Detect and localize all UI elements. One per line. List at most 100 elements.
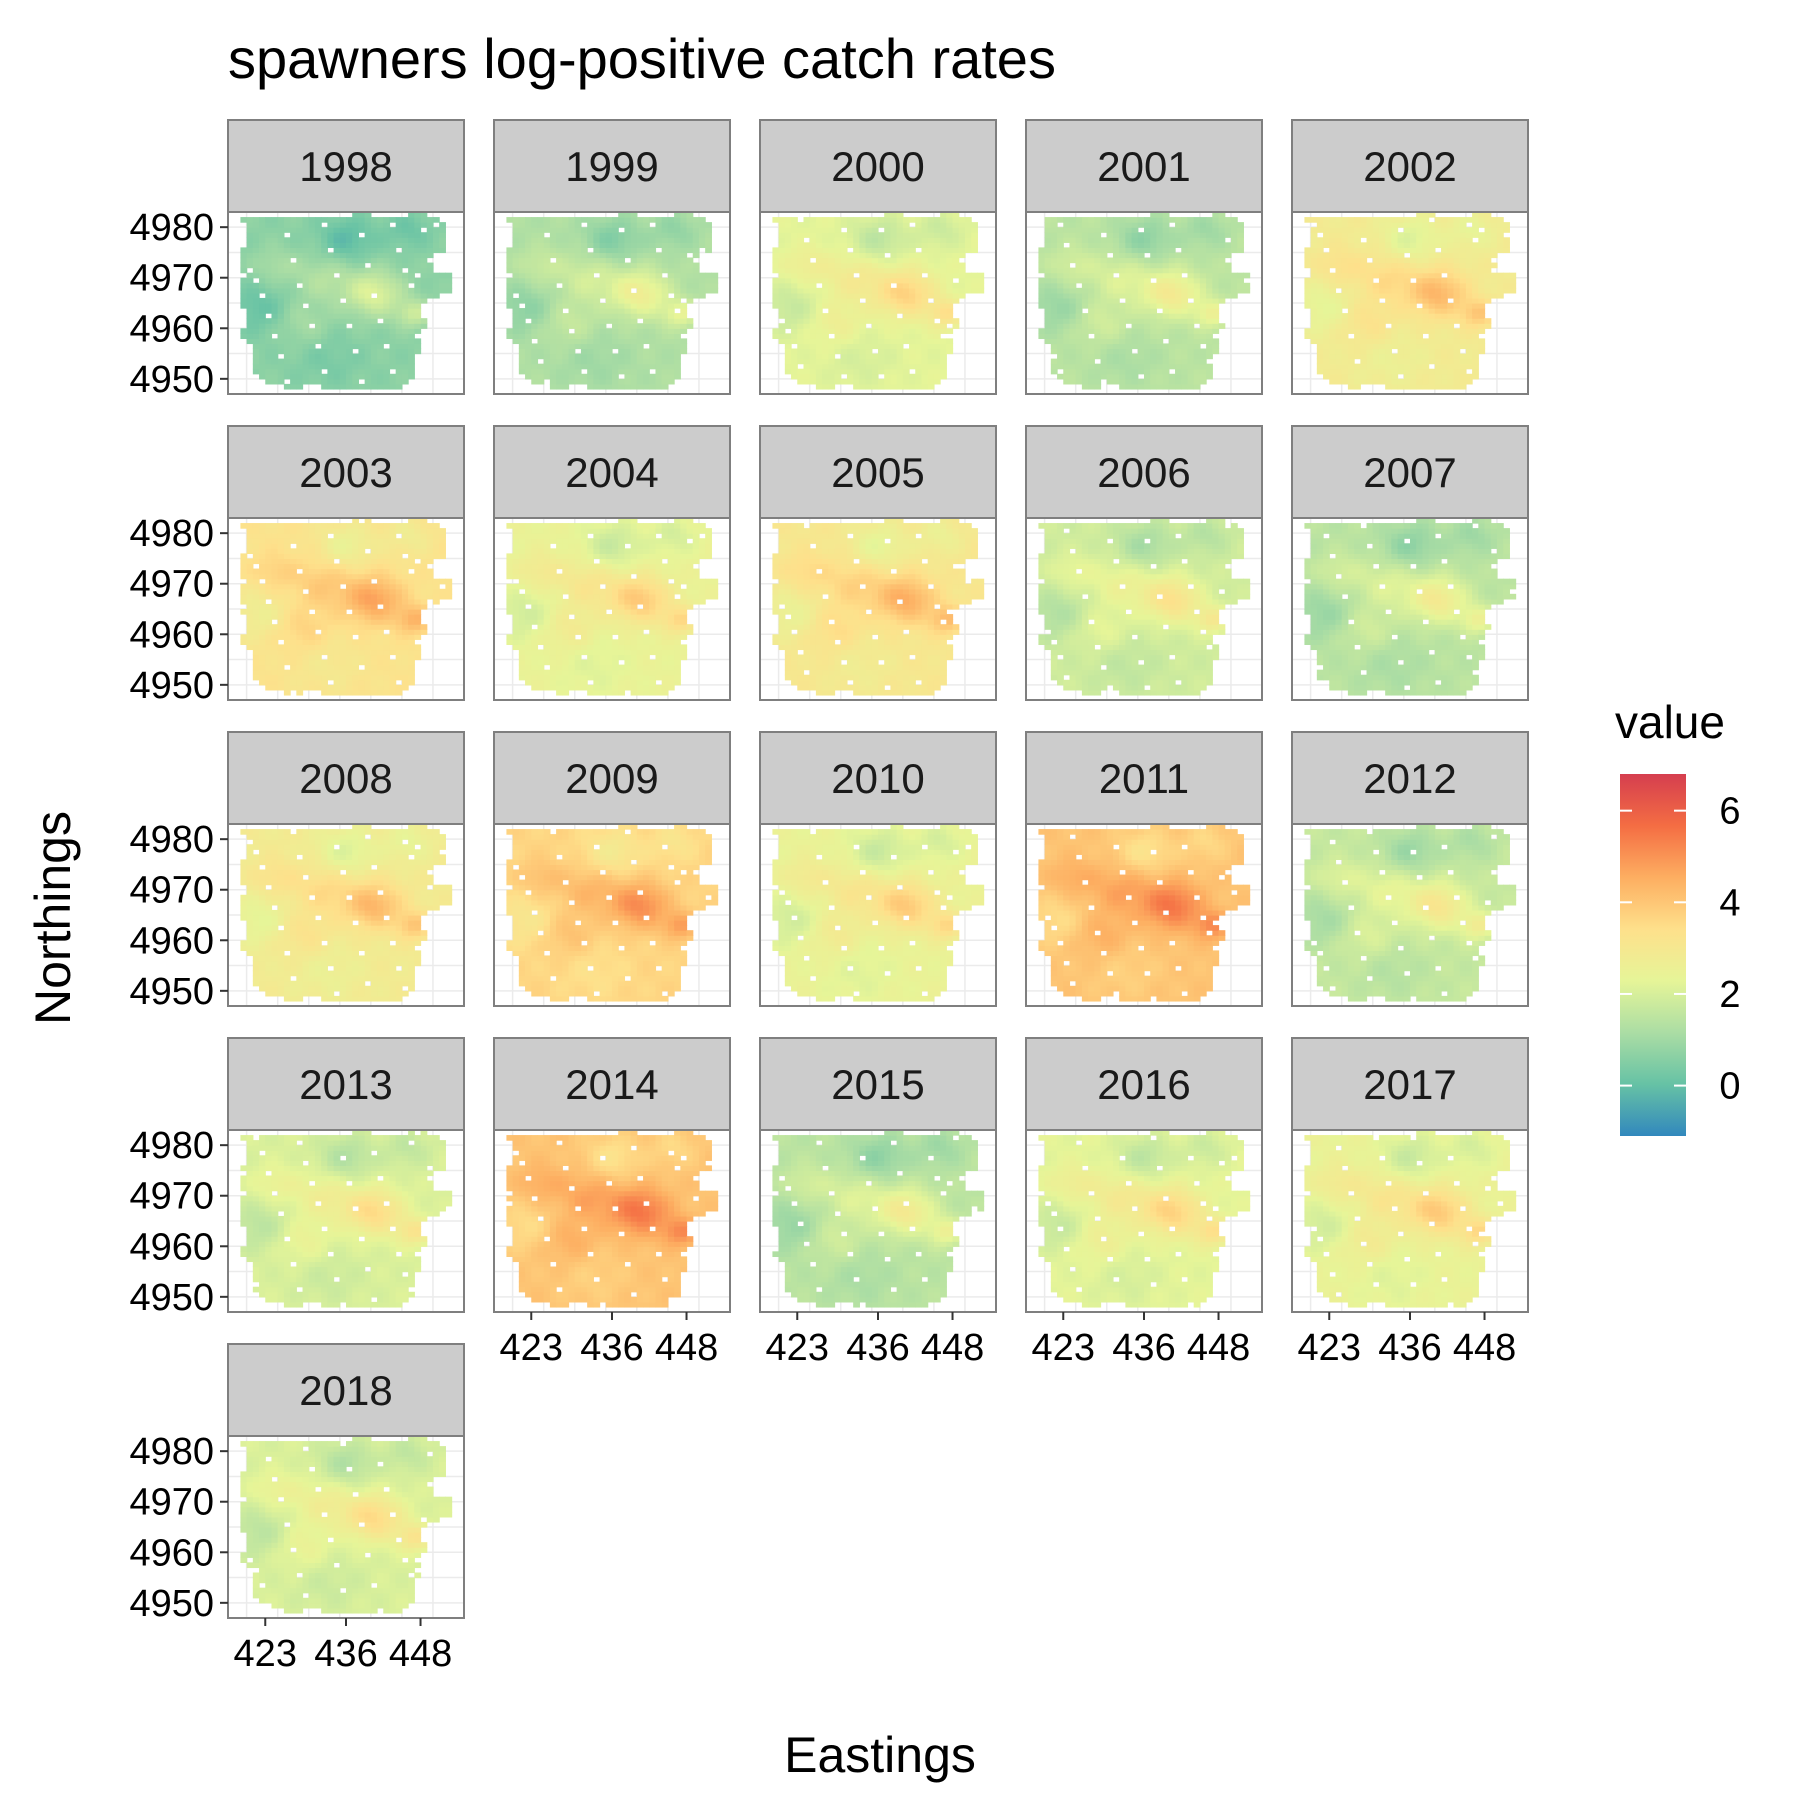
heat-cell (365, 232, 372, 238)
heat-cell (575, 252, 582, 258)
heat-cell (1416, 384, 1423, 390)
heat-cell (903, 313, 910, 319)
heat-cell (612, 283, 619, 289)
heat-cell (791, 374, 798, 380)
heat-cell (587, 242, 594, 248)
heat-cell (531, 288, 538, 294)
heat-cell (1447, 323, 1454, 329)
heat-cell (1181, 384, 1188, 390)
heat-cell (674, 222, 681, 228)
heat-cell (1045, 222, 1052, 228)
heat-cell (853, 258, 860, 264)
heat-cell (785, 338, 792, 344)
heat-cell (606, 298, 613, 304)
heat-cell (1416, 369, 1423, 375)
heat-cell (1237, 278, 1244, 284)
heat-cell (309, 343, 316, 349)
heat-cell (1051, 359, 1058, 365)
heat-cell (402, 247, 409, 253)
heat-cell (1435, 258, 1442, 264)
heat-cell (1101, 364, 1108, 370)
heat-cell (928, 258, 935, 264)
heat-cell (1385, 222, 1392, 228)
heat-cell (278, 217, 285, 223)
heat-cell (953, 237, 960, 243)
heat-cell (853, 354, 860, 360)
heat-cell (408, 303, 415, 309)
heat-cell (1460, 237, 1467, 243)
heat-cell (562, 298, 569, 304)
heat-cell (1441, 384, 1448, 390)
heat-cell (828, 338, 835, 344)
heat-cell (1101, 333, 1108, 339)
heat-cell (934, 263, 941, 269)
heat-cell (1478, 328, 1485, 334)
heat-cell (1466, 252, 1473, 258)
heat-cell (1323, 298, 1330, 304)
heat-cell (1113, 252, 1120, 258)
heat-cell (562, 303, 569, 309)
heat-cell (371, 278, 378, 284)
heat-cell (303, 227, 310, 233)
heat-cell (1323, 313, 1330, 319)
heat-cell (1206, 308, 1213, 314)
heat-cell (1478, 298, 1485, 304)
heat-cell (587, 232, 594, 238)
heat-cell (953, 283, 960, 289)
heat-cell (884, 232, 891, 238)
heat-cell (1317, 283, 1324, 289)
heat-cell (1063, 247, 1070, 253)
heat-cell (575, 374, 582, 380)
heat-cell (581, 237, 588, 243)
heat-cell (271, 343, 278, 349)
heat-cell (853, 303, 860, 309)
heat-cell (377, 374, 384, 380)
heat-cell (1088, 379, 1095, 385)
heat-cell (909, 217, 916, 223)
heat-cell (383, 364, 390, 370)
heat-cell (1150, 258, 1157, 264)
heat-cell (1348, 313, 1355, 319)
heat-cell (1082, 328, 1089, 334)
heat-cell (631, 242, 638, 248)
heat-cell (247, 313, 254, 319)
heat-cell (965, 283, 972, 289)
heat-cell (1335, 374, 1342, 380)
heat-cell (1410, 237, 1417, 243)
heat-cell (1144, 222, 1151, 228)
heat-cell (662, 328, 669, 334)
heat-cell (334, 247, 341, 253)
heat-cell (569, 323, 576, 329)
heat-cell (340, 374, 347, 380)
heat-cell (600, 318, 607, 324)
heat-cell (309, 258, 316, 264)
heat-cell (1144, 323, 1151, 329)
heat-cell (637, 273, 644, 279)
heat-cell (612, 278, 619, 284)
heat-cell (1082, 349, 1089, 355)
heat-cell (253, 318, 260, 324)
heat-cell (1169, 232, 1176, 238)
heat-cell (1379, 247, 1386, 253)
heat-cell (1088, 298, 1095, 304)
heat-cell (953, 222, 960, 228)
heat-cell (1422, 252, 1429, 258)
heat-cell (303, 237, 310, 243)
heat-cell (1206, 222, 1213, 228)
heat-cell (1150, 227, 1157, 233)
heat-cell (259, 354, 266, 360)
heat-cell (1485, 258, 1492, 264)
heat-cell (309, 354, 316, 360)
heat-cell (513, 298, 520, 304)
heat-cell (1354, 237, 1361, 243)
heat-cell (606, 258, 613, 264)
heat-cell (247, 293, 254, 299)
heat-cell (687, 222, 694, 228)
heat-cell (1429, 278, 1436, 284)
heat-cell (340, 369, 347, 375)
heat-cell (624, 288, 631, 294)
heat-cell (1478, 232, 1485, 238)
heat-cell (1367, 268, 1374, 274)
heat-cell (1317, 333, 1324, 339)
heat-cell (816, 338, 823, 344)
